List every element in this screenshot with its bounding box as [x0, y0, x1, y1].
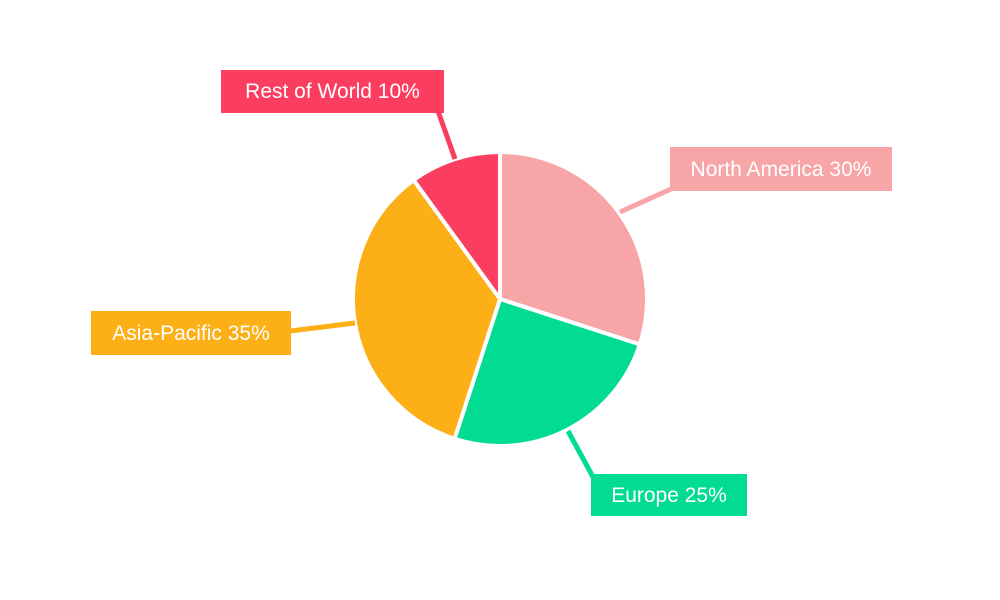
leader-line-north-america — [618, 186, 673, 215]
leader-line-europe — [565, 429, 596, 479]
leader-line-rest-of-world — [435, 110, 458, 160]
pie-slice-rest-of-world[interactable] — [411, 150, 502, 301]
slice-label-asia-pacific: Asia-Pacific 35% — [91, 311, 291, 355]
pie-slice-north-america[interactable] — [498, 150, 649, 347]
slice-label-rest-of-world: Rest of World 10% — [221, 70, 444, 113]
pie-slice-europe[interactable] — [452, 297, 642, 448]
leader-line-asia-pacific — [289, 320, 356, 334]
slice-label-europe: Europe 25% — [591, 474, 747, 516]
slice-label-north-america: North America 30% — [670, 147, 892, 191]
